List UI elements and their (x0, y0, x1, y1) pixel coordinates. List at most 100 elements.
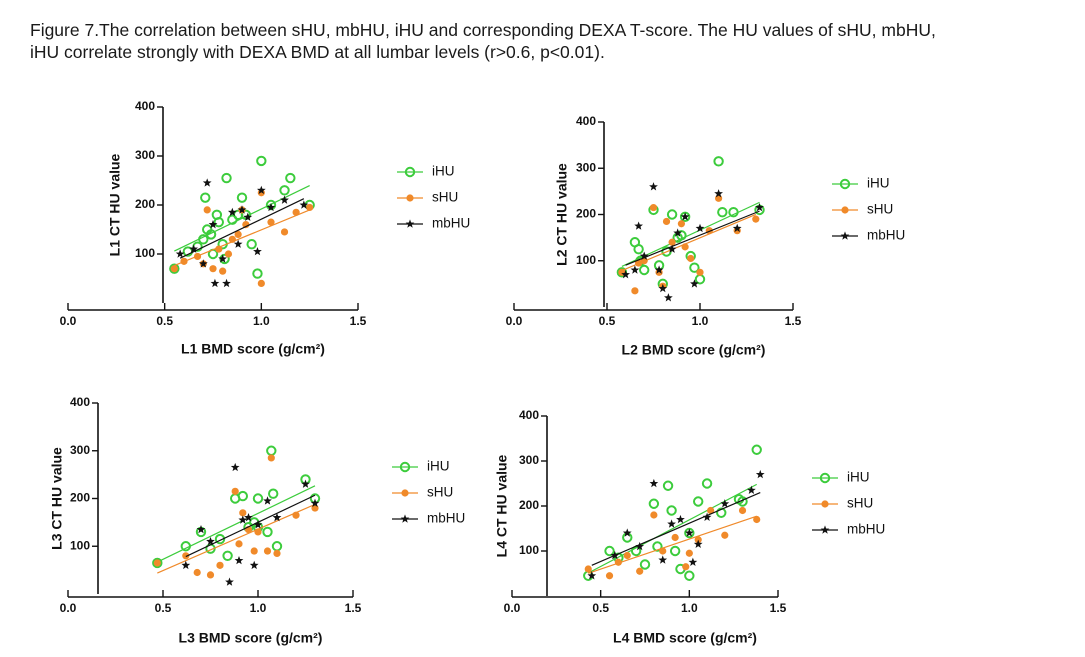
filled-point (715, 194, 723, 202)
x-tick-label: 1.5 (785, 314, 802, 328)
legend-label: mbHU (867, 228, 905, 243)
star-point (720, 499, 730, 508)
y-tick-label: 100 (576, 253, 596, 267)
open-point (662, 480, 674, 491)
star-point (649, 478, 659, 488)
star-point (630, 265, 640, 274)
filled-point (707, 506, 715, 515)
star-point (272, 513, 282, 522)
y-tick-label: 200 (576, 207, 596, 221)
open-point (252, 268, 263, 279)
star-point (693, 539, 703, 548)
chart-panel: 0.0 0.5 1.0 1.5 100 200 300 400 L3 BMD score (g/… (49, 395, 466, 646)
filled-point (685, 549, 693, 557)
x-tick-label: 0.0 (60, 314, 77, 328)
filled-point (623, 551, 631, 560)
star-point (227, 207, 237, 217)
star-point (256, 185, 266, 195)
star-point (266, 202, 276, 212)
star-point (621, 270, 630, 279)
star-point (654, 265, 664, 274)
filled-point (659, 547, 667, 555)
open-point (279, 185, 290, 196)
filled-point (267, 218, 275, 226)
legend-label: mbHU (847, 522, 885, 537)
star-point (658, 555, 668, 564)
y-axis-label: L1 CT HU value (107, 153, 123, 256)
x-tick-label: 0.0 (60, 601, 77, 615)
open-point (152, 557, 163, 569)
open-point (221, 172, 232, 184)
filled-point (687, 254, 695, 263)
open-point (648, 498, 660, 509)
open-point (236, 192, 248, 203)
x-tick-label: 1.0 (681, 601, 698, 615)
x-tick-label: 0.5 (155, 601, 172, 615)
open-point (200, 192, 211, 203)
open-point (246, 239, 257, 250)
y-tick-label: 400 (576, 114, 596, 128)
filled-point (153, 559, 161, 567)
star-point (249, 560, 259, 570)
star-point (664, 293, 673, 302)
star-point (244, 513, 253, 522)
filled-point (306, 203, 314, 212)
star-point (310, 498, 320, 507)
star-point (405, 219, 415, 228)
open-point (701, 478, 713, 489)
star-point (225, 577, 234, 586)
open-point (256, 155, 267, 167)
star-point (690, 279, 699, 288)
star-point (673, 228, 683, 237)
open-point (751, 444, 762, 455)
caption-line: Figure 7.The correlation between sHU, mb… (30, 20, 936, 40)
filled-point (614, 558, 623, 566)
star-point (622, 528, 632, 537)
star-point (196, 524, 206, 534)
legend-label: iHU (427, 459, 450, 474)
x-tick-label: 1.0 (253, 314, 270, 328)
trend-line (625, 210, 760, 266)
star-point (732, 223, 742, 233)
trend-line (157, 503, 316, 574)
open-point (262, 526, 273, 538)
star-point (198, 259, 208, 268)
open-point (666, 209, 678, 220)
star-point (634, 221, 643, 230)
filled-point (215, 245, 223, 253)
star-point (253, 520, 263, 529)
open-point (404, 166, 416, 178)
chart-panel: 0.0 0.5 1.0 1.5 100 200 300 400 L4 BMD score (g/… (494, 408, 886, 646)
star-point (189, 244, 199, 253)
filled-point (636, 567, 644, 575)
filled-point (668, 238, 676, 246)
star-point (840, 231, 850, 240)
filled-point (401, 489, 409, 497)
open-point (839, 178, 851, 190)
star-point (702, 512, 712, 521)
filled-point (682, 563, 690, 571)
open-point (399, 461, 411, 473)
star-point (233, 239, 243, 248)
y-tick-label: 400 (135, 99, 155, 113)
open-point (205, 229, 217, 240)
filled-point (235, 540, 243, 548)
y-tick-label: 200 (519, 498, 539, 512)
open-point (169, 263, 180, 274)
star-point (747, 485, 756, 494)
trend-line (157, 485, 316, 563)
open-point (716, 507, 727, 518)
filled-point (206, 571, 215, 579)
star-point (218, 254, 228, 263)
star-point (684, 528, 694, 537)
y-tick-label: 300 (135, 148, 155, 162)
open-point (222, 550, 233, 561)
star-point (667, 519, 676, 528)
filled-point (239, 509, 247, 517)
legend-label: iHU (432, 164, 455, 179)
filled-point (231, 487, 239, 495)
trend-line (179, 198, 305, 259)
trend-line (185, 494, 316, 558)
filled-point (203, 206, 211, 214)
